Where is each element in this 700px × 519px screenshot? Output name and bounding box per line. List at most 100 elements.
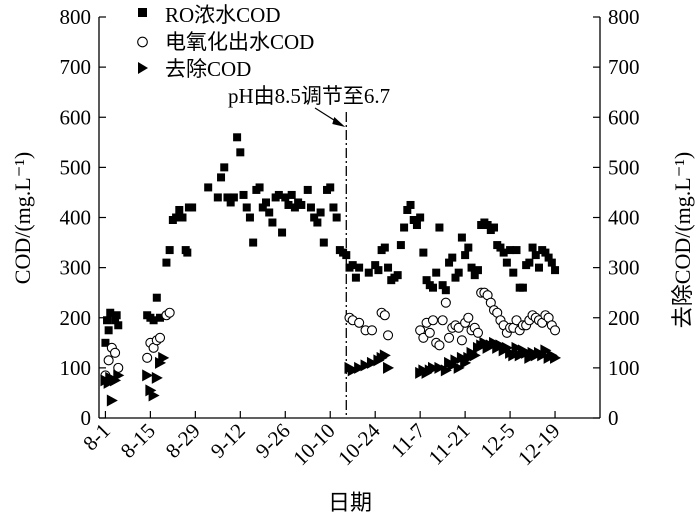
point-s0-34 (249, 238, 258, 247)
point-s0-103 (483, 221, 492, 230)
point-s0-78 (403, 205, 412, 214)
x-tick-label-2: 8-29 (161, 419, 205, 463)
point-s0-65 (351, 273, 360, 282)
point-s0-92 (448, 253, 457, 262)
point-s0-38 (262, 198, 270, 207)
y-tick-label-right-600: 600 (608, 105, 640, 129)
y-axis-title-left: COD/(mg.L⁻¹) (10, 152, 35, 284)
point-s1-1 (103, 355, 114, 366)
point-s0-66 (355, 263, 364, 272)
point-s0-19 (183, 248, 192, 257)
point-s1-62 (549, 325, 561, 336)
point-s0-114 (518, 283, 527, 292)
point-s2-33 (460, 356, 472, 369)
point-s0-79 (406, 200, 415, 209)
point-s2-39 (479, 336, 491, 349)
point-s0-123 (547, 258, 556, 267)
point-s1-14 (354, 317, 365, 328)
point-s0-31 (239, 190, 248, 199)
legend-marker-removed-cod (138, 62, 148, 74)
y-tick-label-left-600: 600 (60, 105, 92, 129)
point-s0-53 (313, 218, 322, 227)
point-s0-116 (525, 258, 534, 267)
point-s1-35 (463, 312, 474, 323)
point-s0-122 (544, 253, 553, 262)
point-s0-62 (342, 251, 351, 260)
point-s2-5 (113, 369, 125, 382)
point-s2-58 (540, 344, 552, 357)
point-s0-45 (284, 200, 293, 209)
x-tick-label-4: 9-26 (251, 419, 295, 463)
point-s0-1 (103, 316, 112, 325)
y-axis-title-right: 去除COD/(mg.L⁻¹) (670, 152, 695, 328)
point-s0-28 (229, 193, 238, 202)
point-s0-22 (204, 183, 213, 192)
point-s2-8 (148, 389, 160, 402)
point-s0-24 (217, 173, 226, 182)
y-ticks-left: 0 100 200 300 400 500 600 700 800 (60, 5, 106, 430)
point-s1-5 (142, 352, 153, 363)
y-tick-label-right-0: 0 (608, 406, 619, 430)
point-s0-99 (470, 271, 479, 280)
x-tick-label-6: 10-24 (333, 418, 385, 470)
point-s0-44 (281, 193, 290, 202)
point-s0-57 (326, 183, 335, 192)
point-s2-10 (155, 356, 167, 369)
x-tick-label-9: 12-5 (475, 419, 519, 463)
point-s0-110 (506, 246, 515, 255)
point-s1-19 (382, 330, 394, 341)
point-s0-25 (220, 163, 229, 172)
point-s2-29 (447, 359, 459, 372)
point-s2-30 (450, 354, 462, 367)
point-s2-6 (142, 369, 154, 382)
point-s1-26 (434, 340, 445, 351)
y-tick-label-right-400: 400 (608, 206, 640, 230)
point-s0-47 (290, 203, 299, 212)
point-s0-59 (332, 213, 341, 222)
point-s0-13 (165, 246, 174, 255)
point-s2-3 (106, 394, 118, 407)
point-s0-12 (162, 258, 171, 267)
point-s2-61 (550, 351, 562, 364)
point-s0-81 (412, 221, 421, 230)
point-s2-57 (537, 349, 549, 362)
point-s1-24 (427, 315, 439, 326)
point-s2-26 (434, 361, 446, 374)
point-s0-97 (464, 243, 473, 252)
point-s0-36 (255, 183, 264, 192)
point-s1-28 (440, 297, 451, 308)
point-s2-31 (453, 361, 465, 374)
point-s0-17 (178, 213, 187, 222)
point-s0-87 (432, 268, 441, 277)
point-s0-30 (236, 148, 245, 157)
y-tick-label-right-500: 500 (608, 155, 640, 179)
point-s1-9 (154, 332, 166, 343)
y-tick-label-right-100: 100 (608, 356, 640, 380)
y-tick-label-left-800: 800 (60, 5, 92, 29)
point-s0-49 (297, 200, 306, 209)
data-points-layer (100, 133, 562, 407)
point-s0-84 (422, 276, 431, 285)
point-s0-37 (258, 203, 267, 212)
y-tick-label-left-300: 300 (60, 256, 92, 280)
point-s2-25 (428, 361, 439, 374)
legend-label-removed-cod: 去除COD (165, 57, 251, 81)
point-s0-4 (111, 316, 120, 325)
legend-marker-ro-concentrate (138, 8, 147, 17)
x-axis-title: 日期 (328, 490, 372, 515)
point-s0-100 (473, 266, 482, 275)
point-s2-19 (379, 349, 391, 362)
point-s0-9 (149, 316, 158, 325)
point-s0-108 (499, 248, 508, 257)
point-s0-118 (531, 251, 540, 260)
point-s0-111 (509, 268, 518, 277)
y-tick-label-right-800: 800 (608, 5, 640, 29)
point-s0-77 (400, 223, 409, 232)
point-s0-68 (371, 261, 380, 270)
point-s0-90 (441, 286, 450, 295)
point-s0-26 (223, 193, 232, 202)
point-s0-0 (101, 338, 110, 347)
point-s2-34 (463, 351, 475, 364)
